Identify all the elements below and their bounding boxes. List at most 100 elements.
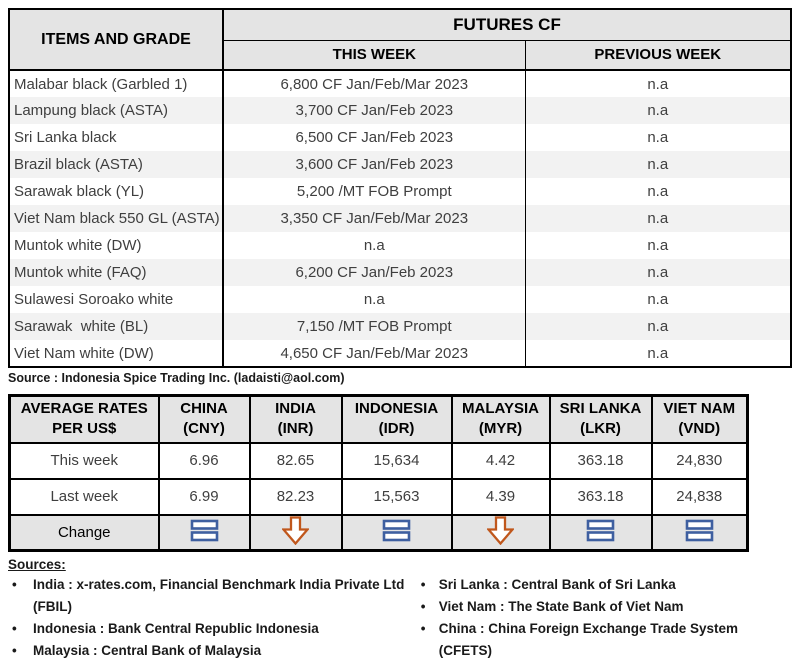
previous-week-value: n.a [524, 151, 792, 178]
this-week-value: 6,500 CF Jan/Feb 2023 [295, 129, 454, 146]
average-rates-table: AVERAGE RATES PER US$ CHINA (CNY) INDIA … [8, 394, 749, 552]
futures-row: Sulawesi Soroako white n.a n.a [9, 286, 792, 313]
change-cell [548, 513, 653, 551]
source-item: India : x-rates.com, Financial Benchmark… [8, 574, 417, 618]
this-week-value: 4,650 CF Jan/Feb/Mar 2023 [280, 344, 469, 362]
item-name: Sulawesi Soroako white [9, 286, 224, 313]
column-header-malaysia: MALAYSIA (MYR) [450, 394, 551, 444]
item-name: Malabar black (Garbled 1) [9, 70, 224, 97]
last-week-row: Last week 6.99 82.23 15,563 4.39 363.18 … [8, 477, 749, 516]
change-equal-icon [586, 519, 615, 542]
previous-week-value: n.a [524, 286, 792, 313]
country-name: INDIA [275, 400, 316, 417]
futures-row: Malabar black (Garbled 1) 6,800 CF Jan/F… [9, 70, 792, 97]
change-equal-icon [685, 519, 714, 542]
column-header-china: CHINA (CNY) [157, 394, 251, 444]
rate-value: 15,634 [340, 441, 453, 480]
this-week-value: 6,800 CF Jan/Feb/Mar 2023 [280, 75, 469, 93]
futures-row: Muntok white (DW) n.a n.a [9, 232, 792, 259]
column-header-indonesia: INDONESIA (IDR) [340, 394, 453, 444]
this-week-value: 6,200 CF Jan/Feb 2023 [223, 259, 525, 286]
items-and-grade-header: ITEMS AND GRADE [9, 9, 224, 71]
futures-source-note: Source : Indonesia Spice Trading Inc. (l… [8, 371, 345, 385]
item-name: Sarawak white (BL) [9, 313, 224, 340]
change-equal-icon [382, 519, 411, 542]
source-item: Malaysia : Central Bank of Malaysia [8, 640, 417, 662]
item-name: Viet Nam black 550 GL (ASTA) [9, 205, 224, 232]
previous-week-value: n.a [524, 313, 792, 340]
rate-value: 363.18 [548, 477, 653, 516]
futures-table: ITEMS AND GRADE FUTURES CF THIS WEEK PRE… [8, 8, 793, 368]
rate-value: 363.18 [548, 441, 653, 480]
previous-week-value: n.a [524, 340, 792, 367]
row-label-this-week: This week [8, 441, 160, 480]
source-item: Indonesia : Bank Central Republic Indone… [8, 618, 417, 640]
previous-week-value: n.a [524, 124, 792, 151]
average-rates-header-line2: PER US$ [52, 420, 117, 438]
source-item: Sri Lanka : Central Bank of Sri Lanka [417, 574, 792, 596]
item-name: Sri Lanka black [9, 124, 224, 151]
country-name: CHINA [180, 400, 228, 417]
currency-code: (VND) [678, 420, 721, 438]
this-week-value: 3,700 CF Jan/Feb 2023 [223, 97, 525, 124]
item-name: Muntok white (FAQ) [9, 259, 224, 286]
row-label-change: Change [8, 513, 160, 551]
currency-code: (INR) [277, 420, 314, 438]
previous-week-value: n.a [524, 178, 792, 205]
previous-week-value: n.a [524, 205, 792, 232]
sources-left-list: India : x-rates.com, Financial Benchmark… [8, 574, 417, 662]
previous-week-value: n.a [524, 259, 792, 286]
change-cell [157, 513, 251, 551]
change-equal-icon [190, 519, 219, 542]
item-name: Lampung black (ASTA) [9, 97, 224, 124]
futures-row: Sarawak white (BL) 7,150 /MT FOB Prompt … [9, 313, 792, 340]
rate-value: 6.96 [157, 441, 251, 480]
this-week-value: 5,200 /MT FOB Prompt [296, 183, 452, 200]
country-name: VIET NAM [663, 400, 736, 417]
change-cell [340, 513, 453, 551]
futures-cf-header: FUTURES CF [223, 9, 792, 41]
item-name: Sarawak black (YL) [9, 178, 224, 205]
change-row: Change [8, 513, 749, 551]
futures-row: Viet Nam black 550 GL (ASTA) 3,350 CF Ja… [9, 205, 792, 232]
futures-row: Muntok white (FAQ) 6,200 CF Jan/Feb 2023… [9, 259, 792, 286]
column-header-sri-lanka: SRI LANKA (LKR) [548, 394, 653, 444]
item-name: Viet Nam white (DW) [9, 340, 224, 367]
country-name: MALAYSIA [462, 400, 539, 417]
currency-code: (CNY) [183, 420, 225, 438]
futures-row: Lampung black (ASTA) 3,700 CF Jan/Feb 20… [9, 97, 792, 124]
this-week-value: 3,350 CF Jan/Feb/Mar 2023 [223, 205, 525, 232]
futures-row: Sarawak black (YL) 5,200 /MT FOB Prompt … [9, 178, 792, 205]
average-rates-header-line1: AVERAGE RATES [20, 400, 148, 417]
sources-section: Sources: India : x-rates.com, Financial … [8, 557, 792, 662]
rate-value: 15,563 [340, 477, 453, 516]
futures-row: Sri Lanka black 6,500 CF Jan/Feb 2023 n.… [9, 124, 792, 151]
column-header-india: INDIA (INR) [248, 394, 343, 444]
previous-week-value: n.a [524, 232, 792, 259]
this-week-value: 3,600 CF Jan/Feb 2023 [223, 151, 525, 178]
currency-code: (MYR) [478, 420, 523, 438]
row-label-last-week: Last week [8, 477, 160, 516]
change-down-arrow-icon [282, 515, 309, 545]
this-week-row: This week 6.96 82.65 15,634 4.42 363.18 … [8, 441, 749, 480]
change-cell [650, 513, 749, 551]
this-week-value: n.a [363, 291, 385, 308]
this-week-header: THIS WEEK [223, 40, 525, 71]
change-cell [248, 513, 343, 551]
rate-value: 24,838 [650, 477, 749, 516]
this-week-value: n.a [363, 237, 385, 254]
sources-right-list: Sri Lanka : Central Bank of Sri Lanka Vi… [417, 574, 792, 662]
change-down-arrow-icon [487, 515, 514, 545]
currency-code: (IDR) [378, 420, 415, 438]
rate-value: 24,830 [650, 441, 749, 480]
column-header-viet-nam: VIET NAM (VND) [650, 394, 749, 444]
change-cell [450, 513, 551, 551]
rate-value: 82.65 [248, 441, 343, 480]
previous-week-value: n.a [524, 97, 792, 124]
previous-week-value: n.a [524, 70, 792, 97]
country-name: INDONESIA [354, 400, 439, 417]
currency-code: (LKR) [580, 420, 621, 438]
rate-value: 4.42 [450, 441, 551, 480]
rate-value: 82.23 [248, 477, 343, 516]
average-rates-header: AVERAGE RATES PER US$ [8, 394, 160, 444]
